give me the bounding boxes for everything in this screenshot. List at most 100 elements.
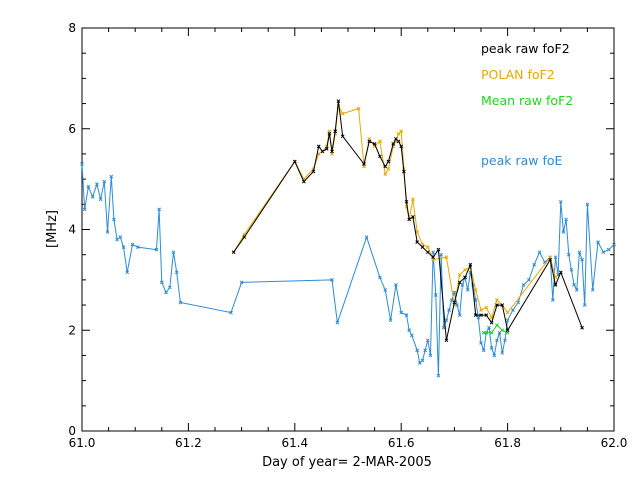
data-point [481, 330, 486, 335]
data-point [402, 169, 406, 174]
series-line [81, 163, 615, 376]
data-point [516, 300, 521, 305]
data-point [431, 255, 435, 260]
data-point [489, 330, 494, 335]
data-point [125, 270, 130, 275]
data-point [452, 290, 457, 295]
axes: 61.0 61.2 61.4 61.6 61.8 62.0 0 2 4 6 8 [68, 21, 627, 450]
data-point [495, 298, 499, 302]
data-point [484, 313, 489, 317]
data-point [431, 250, 435, 255]
data-point [423, 348, 427, 353]
data-point [580, 325, 584, 330]
data-point [428, 353, 433, 358]
data-point [537, 250, 542, 255]
data-point [580, 257, 584, 262]
legend-entry: peak raw foE [481, 153, 563, 168]
y-tick-label: 4 [68, 223, 76, 237]
data-point [411, 215, 415, 219]
series-polan-fof2 [231, 104, 558, 320]
data-point [415, 240, 420, 244]
data-point [340, 134, 345, 139]
data-point [333, 129, 338, 134]
data-point [378, 275, 382, 280]
data-point [136, 245, 140, 249]
y-tick-label: 2 [68, 323, 76, 337]
data-point [383, 172, 388, 176]
data-point [574, 288, 579, 292]
data-point [460, 283, 465, 287]
data-point [596, 240, 600, 244]
data-point [411, 197, 415, 202]
data-point [171, 250, 176, 255]
data-point [487, 325, 491, 330]
data-point [301, 179, 306, 184]
data-point [159, 280, 164, 285]
y-axis-label: [MHz] [45, 210, 60, 248]
data-point [473, 313, 478, 317]
data-point [457, 313, 462, 317]
data-point [327, 131, 332, 136]
series-peak-raw-fof2 [231, 99, 584, 343]
data-point [476, 315, 481, 320]
data-point [564, 217, 568, 222]
data-point [569, 267, 574, 272]
y-tick-label: 6 [68, 122, 76, 136]
data-point [433, 293, 438, 297]
data-point [164, 290, 168, 295]
data-point [404, 199, 409, 204]
data-point [178, 300, 183, 305]
data-point [399, 144, 404, 149]
data-point [612, 242, 616, 247]
data-point [468, 262, 473, 267]
data-point [558, 270, 563, 275]
data-point [396, 131, 401, 136]
legend-entry: POLAN foF2 [481, 67, 555, 82]
data-point [407, 328, 412, 333]
data-point [105, 230, 110, 234]
data-point [378, 139, 382, 144]
data-point [367, 139, 372, 144]
data-point [436, 373, 441, 378]
data-point [582, 303, 587, 307]
data-point [481, 348, 486, 353]
data-point [121, 245, 126, 249]
data-point [484, 305, 489, 310]
data-point [102, 179, 107, 184]
data-point [383, 288, 388, 292]
data-point [82, 207, 87, 212]
data-point [449, 298, 454, 302]
data-point [420, 358, 425, 363]
x-tick-label: 61.0 [69, 436, 96, 450]
x-tick-label: 62.0 [601, 436, 628, 450]
data-point [566, 252, 571, 257]
data-point [330, 278, 334, 282]
data-point [444, 255, 449, 260]
data-point [231, 250, 236, 255]
data-point [242, 235, 247, 239]
data-point [479, 340, 483, 345]
data-point [465, 288, 470, 292]
x-tick-label: 61.6 [388, 436, 415, 450]
data-point [115, 237, 119, 242]
data-point [157, 207, 161, 212]
data-point [497, 330, 502, 335]
data-point [503, 338, 507, 343]
data-point [409, 333, 414, 338]
data-point [420, 245, 425, 249]
data-point [577, 250, 582, 255]
data-point [80, 162, 84, 166]
data-point [425, 338, 430, 343]
data-point [130, 242, 135, 247]
data-point [479, 308, 483, 312]
x-axis-label: Day of year= 2-MAR-2005 [262, 455, 432, 470]
data-point [399, 310, 404, 315]
x-tick-label: 61.2 [175, 436, 202, 450]
series-peak-raw-foe [80, 162, 616, 378]
data-point [511, 308, 515, 312]
data-point [394, 136, 398, 141]
data-point [606, 247, 611, 252]
data-point [439, 252, 443, 257]
data-point [505, 328, 510, 333]
